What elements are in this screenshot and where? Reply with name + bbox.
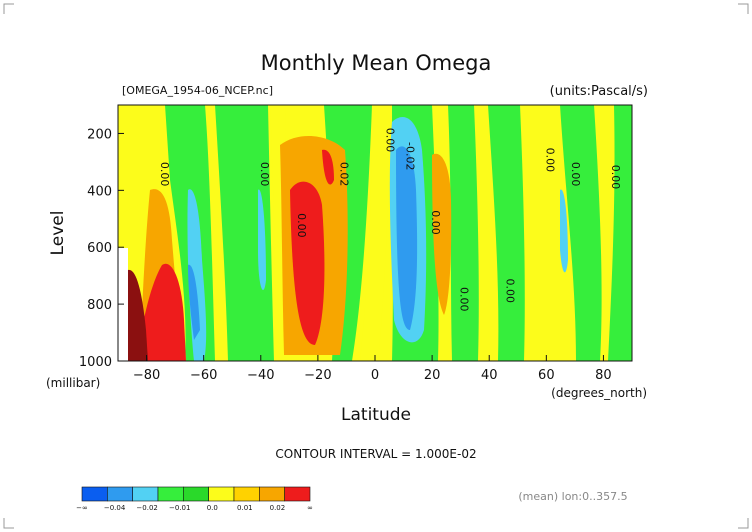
contour-region	[215, 105, 274, 361]
x-axis-label: Latitude	[341, 405, 411, 425]
colorbar-label: 0.02	[270, 504, 286, 512]
contour-region	[396, 146, 418, 330]
colorbar-swatch	[132, 486, 159, 502]
colorbar-swatch	[81, 486, 108, 502]
crop-mark-top-left	[3, 3, 14, 14]
contour-region	[560, 105, 602, 361]
x-axis: −80 −60 −40 −20 0 20 40 60 80	[133, 355, 612, 383]
contour-labels: 0.00 0.00 0.00 0.02 0.00 -0.02 0.00 0.00 0.00 0.0…	[158, 128, 622, 312]
file-label: [OMEGA_1954-06_NCEP.nc]	[122, 84, 273, 97]
crop-mark-bottom-right	[738, 518, 749, 529]
contour-label: 0.00	[258, 162, 271, 187]
contour-region	[290, 181, 325, 345]
contour-label: 0.00	[503, 279, 516, 304]
contour-label: 0.00	[458, 287, 471, 312]
x-tick-label: 0	[371, 368, 379, 383]
colorbar-swatch	[157, 486, 184, 502]
x-tick-label: 20	[424, 368, 441, 383]
contour-label: 0.00	[609, 165, 622, 190]
x-tick-label: 40	[481, 368, 498, 383]
y-axis-unit: (millibar)	[46, 376, 100, 390]
y-axis: 200 400 600 800 1000	[79, 127, 124, 370]
contour-plot-area	[117, 104, 633, 362]
colorbar-label: 0.0	[207, 504, 218, 512]
colorbar-label: −0.04	[104, 504, 126, 512]
y-tick-label: 800	[87, 298, 112, 313]
contour-region	[128, 269, 148, 361]
contour-region	[488, 105, 525, 361]
contour-label: 0.00	[383, 128, 396, 153]
contour-region	[258, 189, 266, 290]
contour-region	[608, 105, 632, 361]
averaging-note: (mean) lon:0..357.5	[518, 490, 627, 503]
colorbar-label: 0.01	[237, 504, 253, 512]
x-tick-label: −40	[247, 368, 274, 383]
contour-interval: CONTOUR INTERVAL = 1.000E-02	[275, 447, 476, 461]
contour-label: 0.02	[338, 162, 351, 187]
contour-region	[560, 189, 568, 273]
contour-label: 0.00	[569, 162, 582, 187]
x-tick-label: −20	[304, 368, 331, 383]
contour-label: 0.00	[158, 162, 171, 187]
colorbar-label: −0.02	[136, 504, 157, 512]
units-label: (units:Pascal/s)	[550, 84, 648, 99]
chart-title: Monthly Mean Omega	[261, 51, 492, 75]
x-tick-label: −60	[190, 368, 217, 383]
colorbar-label: −∞	[76, 504, 88, 512]
crop-mark-top-right	[738, 3, 749, 14]
contour-label: -0.02	[403, 142, 416, 170]
x-tick-label: 60	[538, 368, 555, 383]
contour-region	[138, 263, 186, 361]
colorbar-swatch	[208, 486, 235, 502]
colorbar-label: ∞	[307, 504, 313, 512]
x-tick-label: −80	[133, 368, 160, 383]
colorbar-label: −0.01	[169, 504, 190, 512]
x-tick-label: 80	[595, 368, 612, 383]
contour-region	[188, 264, 200, 340]
y-tick-label: 600	[87, 241, 112, 256]
colorbar: −∞ −0.04 −0.02 −0.01 0.0 0.01 0.02 ∞	[76, 486, 313, 512]
contour-region	[432, 153, 452, 315]
contour-label: 0.00	[295, 213, 308, 238]
contour-region	[448, 105, 479, 361]
y-tick-label: 200	[87, 127, 112, 142]
colorbar-swatch	[183, 486, 209, 502]
contour-label: 0.00	[429, 210, 442, 235]
contour-region	[322, 149, 334, 185]
contour-region	[360, 105, 392, 361]
y-tick-label: 1000	[79, 355, 112, 370]
contour-label: 0.00	[543, 148, 556, 173]
crop-mark-bottom-left	[3, 518, 14, 529]
x-axis-unit: (degrees_north)	[551, 386, 647, 400]
colorbar-swatch	[284, 486, 311, 502]
y-axis-label: Level	[48, 211, 68, 256]
colorbar-swatch	[259, 486, 285, 502]
y-tick-label: 400	[87, 184, 112, 199]
colorbar-swatch	[107, 486, 133, 502]
colorbar-swatch	[233, 486, 260, 502]
